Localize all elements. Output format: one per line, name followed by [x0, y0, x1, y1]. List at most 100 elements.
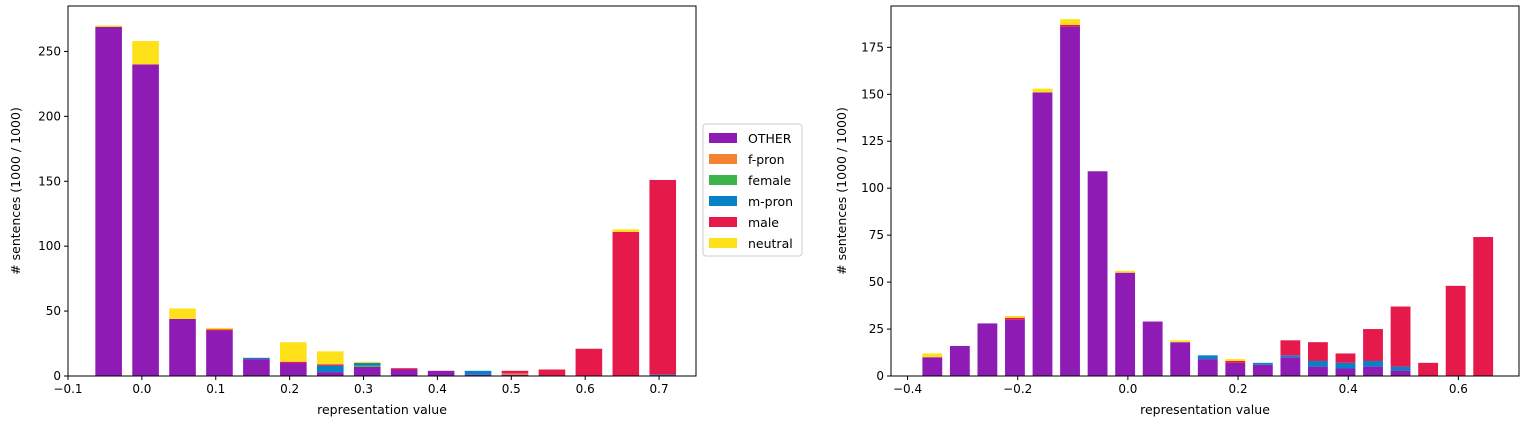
bar-m-pron-4	[243, 357, 270, 360]
x-tick-label: 0.4	[428, 382, 447, 396]
bar-OTHER-10	[464, 374, 492, 376]
bar-neutral-14	[612, 229, 640, 232]
x-tick-label: 0.6	[1449, 382, 1468, 396]
bar-OTHER-8	[1142, 321, 1163, 376]
legend-swatch-female	[709, 175, 737, 185]
legend-swatch-OTHER	[709, 133, 737, 143]
x-tick-label: 0.0	[132, 382, 151, 396]
bar-OTHER-0	[922, 357, 943, 376]
y-tick-label: 150	[861, 87, 884, 101]
bar-neutral-3	[1005, 315, 1025, 318]
bar-m-pron-12	[1252, 362, 1273, 365]
bar-OTHER-16	[1363, 366, 1383, 376]
x-tick-label: −0.1	[53, 382, 82, 396]
legend-swatch-m-pron	[709, 196, 737, 206]
legend-label-male: male	[748, 215, 779, 230]
bar-m-pron-13	[1280, 355, 1301, 358]
bar-neutral-5	[1060, 19, 1080, 25]
bar-male-17	[1390, 306, 1411, 367]
bar-neutral-3	[206, 327, 233, 330]
bar-OTHER-5	[280, 363, 307, 376]
y-tick-label: 100	[861, 181, 884, 195]
left-chart: −0.1 0.0 0.1 0.2 0.3 0.4 0.5 0.6 0.7 0 50 100 150 200…	[8, 5, 697, 417]
bar-neutral-6	[316, 351, 344, 365]
bar-female-7	[353, 365, 381, 367]
legend-label-OTHER: OTHER	[748, 131, 792, 146]
bar-OTHER-11	[1225, 362, 1246, 376]
bar-OTHER-9	[1170, 342, 1191, 376]
bar-male-13	[1280, 340, 1301, 356]
bar-m-pron-6	[316, 365, 344, 373]
bar-neutral-0	[95, 25, 122, 27]
bar-m-pron-14	[1308, 360, 1328, 367]
bar-OTHER-1	[132, 64, 159, 377]
bar-male-16	[1363, 329, 1383, 361]
y-tick-label: 50	[869, 275, 884, 289]
bar-OTHER-7	[1115, 272, 1136, 376]
bar-neutral-9	[1170, 340, 1191, 343]
bar-OTHER-1	[949, 345, 970, 376]
y-tick-label: 0	[53, 369, 61, 383]
bar-neutral-0	[922, 353, 943, 358]
bar-male-15	[649, 179, 677, 375]
legend-swatch-neutral	[709, 238, 737, 248]
y-tick-label: 25	[869, 322, 884, 336]
x-tick-label: 0.1	[206, 382, 225, 396]
bar-OTHER-11	[501, 374, 529, 376]
x-axis-label: representation value	[317, 402, 447, 417]
bar-OTHER-2	[169, 318, 196, 376]
bar-OTHER-4	[1032, 92, 1053, 377]
y-axis-label: # sentences (1000 / 1000)	[8, 107, 23, 275]
bar-neutral-5	[280, 342, 307, 362]
bar-OTHER-0	[95, 26, 122, 377]
bar-m-pron-15	[649, 374, 677, 376]
bar-male-14	[612, 231, 640, 376]
x-tick-label: 0.2	[1229, 382, 1248, 396]
bar-male-15	[1335, 353, 1356, 363]
x-tick-label: 0.3	[354, 382, 373, 396]
bar-m-pron-7	[353, 363, 381, 366]
bar-male-5	[1060, 24, 1080, 27]
bar-neutral-11	[1225, 359, 1246, 361]
legend-label-neutral: neutral	[748, 236, 793, 251]
bar-m-pron-17	[1390, 366, 1411, 371]
legend-label-female: female	[748, 173, 791, 188]
x-tick-label: 0.4	[1339, 382, 1358, 396]
bar-OTHER-7	[353, 366, 381, 376]
legend-label-m-pron: m-pron	[748, 194, 793, 209]
y-tick-label: 125	[861, 134, 884, 148]
bar-m-pron-10	[1197, 355, 1218, 360]
bar-neutral-4	[1032, 88, 1053, 93]
x-tick-label: −0.2	[1003, 382, 1032, 396]
bar-male-8	[390, 368, 418, 370]
bar-f-pron-11	[501, 373, 529, 375]
bar-m-pron-16	[1363, 360, 1383, 367]
x-tick-label: 0.2	[280, 382, 299, 396]
bars	[922, 19, 1494, 377]
y-axis-label: # sentences (1000 / 1000)	[834, 107, 849, 275]
bar-male-18	[1418, 362, 1439, 376]
y-tick-label: 100	[38, 239, 61, 253]
y-tick-label: 50	[46, 304, 61, 318]
bar-male-6	[316, 364, 344, 366]
bar-male-5	[280, 361, 307, 364]
bar-male-13	[575, 348, 603, 376]
bar-OTHER-8	[390, 369, 418, 376]
right-chart: −0.4 −0.2 0.0 0.2 0.4 0.6 0 25 50 75 100 125 150 175 r…	[834, 5, 1520, 417]
y-tick-label: 200	[38, 109, 61, 123]
bar-OTHER-12	[1252, 364, 1273, 376]
y-tick-label: 75	[869, 228, 884, 242]
bar-neutral-2	[169, 308, 196, 319]
bar-OTHER-17	[1390, 370, 1411, 376]
bar-OTHER-9	[427, 370, 455, 376]
y-tick-label: 150	[38, 174, 61, 188]
bar-OTHER-13	[1280, 357, 1301, 376]
axes-frame	[67, 5, 697, 377]
bar-male-3	[206, 329, 233, 331]
bar-neutral-1	[132, 41, 159, 65]
bars	[95, 25, 677, 377]
bar-neutral-7	[1115, 270, 1136, 273]
legend-swatch-male	[709, 217, 737, 227]
bar-OTHER-3	[206, 330, 233, 376]
